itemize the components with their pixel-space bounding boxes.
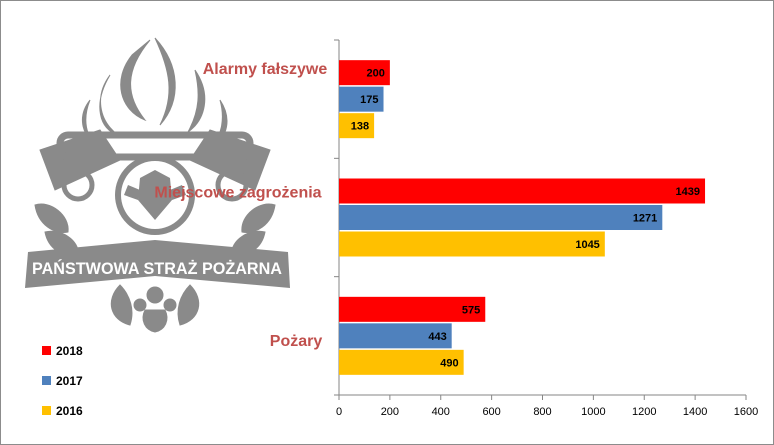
data-label: 175 — [360, 94, 378, 106]
category-label: Alarmy fałszywe — [203, 61, 328, 78]
data-label: 1045 — [575, 239, 599, 251]
bar-2016-2 — [339, 349, 464, 375]
category-label: Pożary — [270, 333, 323, 350]
data-label: 1271 — [633, 213, 657, 225]
legend: 2018 2017 2016 — [42, 344, 83, 418]
legend-label: 2017 — [56, 374, 83, 388]
data-label: 490 — [440, 357, 458, 369]
data-label: 443 — [428, 331, 446, 343]
bar-2016-0 — [339, 113, 375, 139]
x-tick-label: 1000 — [581, 406, 605, 418]
category-label: Miejscowe zagrożenia — [154, 185, 321, 202]
x-tick-label: 1600 — [734, 406, 758, 418]
legend-label: 2018 — [56, 344, 83, 358]
x-tick-label: 0 — [336, 406, 342, 418]
legend-swatch-2018 — [42, 346, 51, 355]
y-axis-ticks — [334, 39, 339, 396]
bar-2018-1 — [339, 178, 706, 204]
bar-2018-2 — [339, 296, 486, 322]
x-tick-label: 600 — [482, 406, 500, 418]
data-label: 1439 — [676, 186, 700, 198]
data-label: 200 — [367, 68, 385, 80]
bar-2016-1 — [339, 231, 605, 257]
emblem-lettering: PAŃSTWOWA STRAŻ POŻARNA — [32, 259, 282, 278]
legend-swatch-2017 — [42, 376, 51, 385]
legend-swatch-2016 — [42, 406, 51, 415]
x-tick-label: 200 — [381, 406, 399, 418]
x-tick-label: 1200 — [632, 406, 656, 418]
legend-label: 2016 — [56, 404, 83, 418]
category-labels: Alarmy fałszywe Miejscowe zagrożenia Pożar… — [154, 61, 327, 350]
x-tick-label: 800 — [533, 406, 551, 418]
x-tick-label: 400 — [432, 406, 450, 418]
bar-2017-0 — [339, 86, 384, 112]
data-label: 138 — [351, 121, 369, 133]
fire-service-emblem — [25, 37, 290, 333]
bar-series: 200 175 138 1439 1271 1045 575 443 490 — [339, 60, 706, 375]
bar-2018-0 — [339, 60, 390, 86]
x-tick-label: 1400 — [683, 406, 707, 418]
bar-2017-2 — [339, 323, 452, 349]
bar-2017-1 — [339, 205, 663, 230]
x-axis-ticks: 0 200 400 600 800 1000 1200 1400 1600 — [336, 395, 758, 418]
data-label: 575 — [462, 304, 480, 316]
